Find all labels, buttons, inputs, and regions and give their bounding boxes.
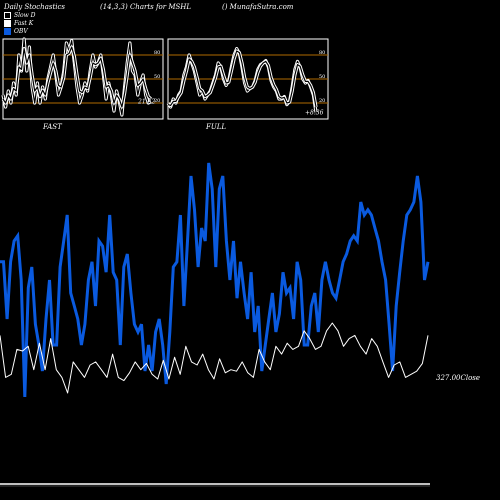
full-panel: 80 50 20 +8.36 [166, 46, 328, 116]
stoch-series-1-line [2, 46, 152, 108]
chart-header-source: () MunafaSutra.com [222, 3, 294, 11]
full-panel-title: FULL [206, 123, 227, 131]
tick-label-80: 80 [319, 50, 325, 56]
obv-swatch [4, 28, 11, 35]
obv-line [0, 162, 430, 398]
obv-panel [0, 162, 430, 398]
price-panel: 327.00Close [0, 322, 480, 394]
tick-label-20: 20 [154, 98, 160, 104]
tick-label-50: 50 [319, 74, 325, 80]
chart-header-subtitle: (14,3,3) Charts for MSHL [100, 3, 192, 11]
legend-label-obv: OBV [14, 28, 28, 35]
last-value-label: +8.36 [305, 109, 324, 116]
legend-label-fast-k: Fast K [14, 20, 34, 27]
last-value-label: 21.62 [137, 99, 155, 106]
legend-label-slow-d: Slow D [14, 12, 36, 19]
chart-header-title: Daily Stochastics [4, 3, 66, 11]
legend-item-slow-d: Slow D [4, 12, 36, 19]
slow-d-swatch [4, 12, 11, 19]
legend-item-obv: OBV [4, 28, 28, 35]
price-last-label: 327.00Close [436, 374, 480, 382]
stoch-series-1-line [167, 50, 317, 108]
fast-panel-title: FAST [43, 123, 62, 131]
fast-k-swatch [4, 20, 11, 27]
volume-strip [0, 483, 430, 487]
legend-item-fast-k: Fast K [4, 20, 33, 27]
tick-label-20: 20 [319, 98, 325, 104]
tick-label-50: 50 [154, 74, 160, 80]
tick-label-80: 80 [154, 50, 160, 56]
price-close-line [0, 322, 429, 394]
